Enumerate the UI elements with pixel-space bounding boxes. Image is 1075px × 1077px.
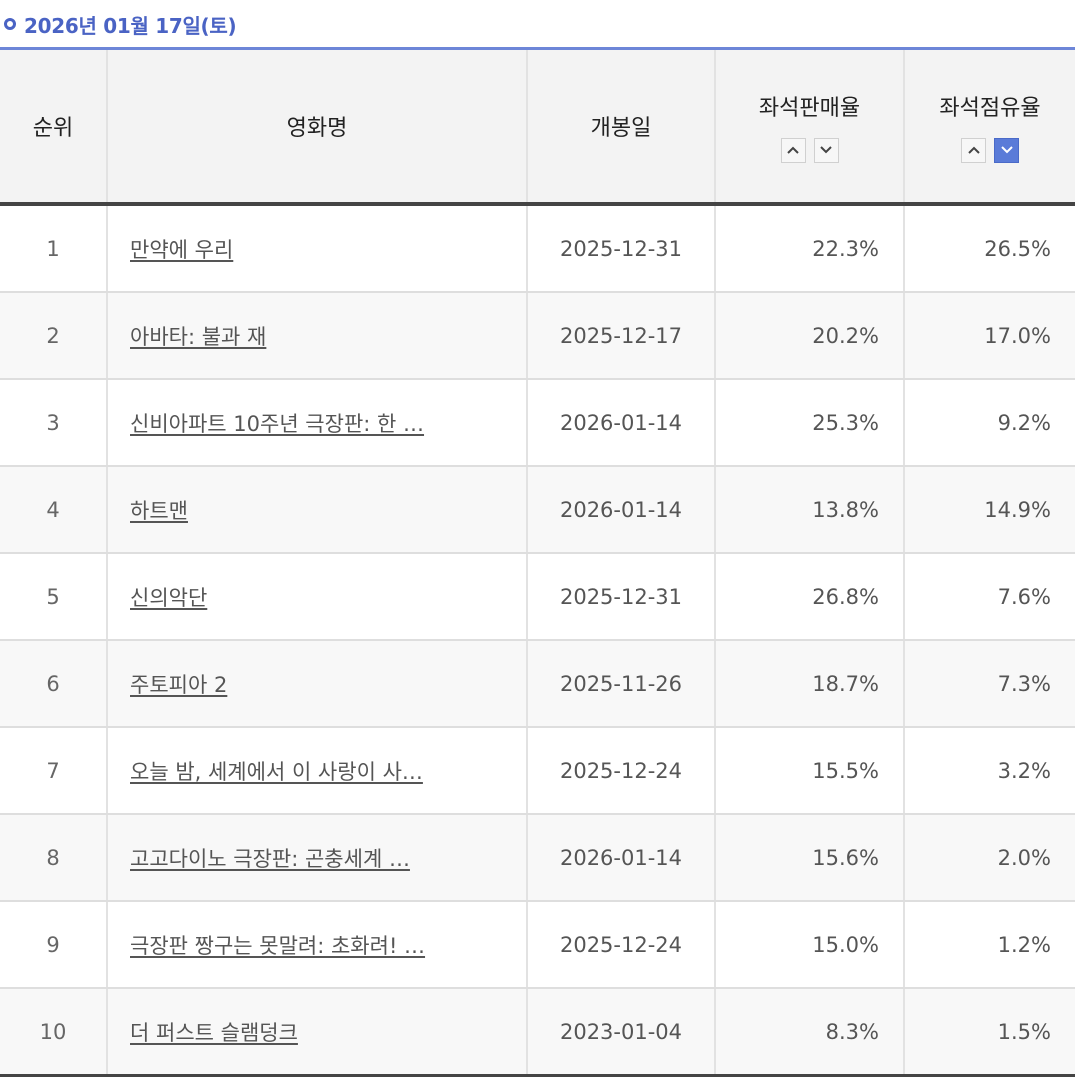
movie-title-link[interactable]: 신의악단 [130, 585, 208, 610]
table-row: 8 고고다이노 극장판: 곤충세계 … 2026-01-14 15.6% 2.0… [0, 814, 1075, 902]
seat-sales-cell: 25.3% [715, 379, 905, 467]
seat-sales-cell: 15.0% [715, 901, 905, 989]
open-date-cell: 2026-01-14 [527, 466, 716, 554]
table-row: 5 신의악단 2025-12-31 26.8% 7.6% [0, 553, 1075, 641]
movie-title-link[interactable]: 만약에 우리 [130, 237, 234, 262]
column-header-seat-sales: 좌석판매율 [715, 50, 905, 206]
seat-share-sort-asc-button[interactable] [961, 137, 986, 163]
rank-cell: 5 [0, 553, 108, 641]
open-date-cell: 2025-12-17 [527, 292, 716, 380]
movie-title-link[interactable]: 하트맨 [130, 498, 188, 523]
table-top-line [0, 47, 1075, 50]
open-date-cell: 2026-01-14 [527, 379, 716, 467]
movie-title-link[interactable]: 오늘 밤, 세계에서 이 사랑이 사… [130, 759, 423, 784]
seat-sales-cell: 20.2% [715, 292, 905, 380]
title-cell: 주토피아 2 [107, 640, 528, 728]
rank-cell: 7 [0, 727, 108, 815]
seat-share-cell: 7.6% [904, 553, 1075, 641]
date-title: 2026년 01월 17일(토) [24, 13, 237, 38]
seat-sales-sort-controls [716, 137, 903, 163]
title-cell: 하트맨 [107, 466, 528, 554]
rank-cell: 6 [0, 640, 108, 728]
table-row: 6 주토피아 2 2025-11-26 18.7% 7.3% [0, 640, 1075, 728]
box-office-table-wrap: 순위 영화명 개봉일 좌석판매율 [0, 47, 1075, 1077]
seat-share-cell: 3.2% [904, 727, 1075, 815]
chevron-up-icon [787, 146, 799, 154]
title-cell: 만약에 우리 [107, 204, 528, 293]
open-date-cell: 2026-01-14 [527, 814, 716, 902]
box-office-table: 순위 영화명 개봉일 좌석판매율 [0, 50, 1075, 1077]
table-row: 10 더 퍼스트 슬램덩크 2023-01-04 8.3% 1.5% [0, 988, 1075, 1077]
seat-sales-cell: 26.8% [715, 553, 905, 641]
chevron-up-icon [967, 146, 980, 154]
rank-cell: 2 [0, 292, 108, 380]
seat-share-cell: 1.5% [904, 988, 1075, 1077]
rank-cell: 9 [0, 901, 108, 989]
title-cell: 아바타: 불과 재 [107, 292, 528, 380]
rank-cell: 1 [0, 204, 108, 293]
rank-cell: 10 [0, 988, 108, 1077]
table-row: 9 극장판 짱구는 못말려: 초화려! … 2025-12-24 15.0% 1… [0, 901, 1075, 989]
circle-bullet-icon [4, 18, 16, 30]
seat-sales-cell: 22.3% [715, 204, 905, 293]
table-row: 1 만약에 우리 2025-12-31 22.3% 26.5% [0, 204, 1075, 293]
chevron-down-icon [820, 146, 832, 154]
rank-cell: 4 [0, 466, 108, 554]
table-row: 2 아바타: 불과 재 2025-12-17 20.2% 17.0% [0, 292, 1075, 380]
movie-title-link[interactable]: 주토피아 2 [130, 672, 228, 697]
seat-share-cell: 14.9% [904, 466, 1075, 554]
open-date-cell: 2025-12-31 [527, 553, 716, 641]
seat-sales-sort-desc-button[interactable] [813, 137, 839, 163]
seat-share-cell: 2.0% [904, 814, 1075, 902]
seat-sales-cell: 13.8% [715, 466, 905, 554]
table-row: 3 신비아파트 10주년 극장판: 한 … 2026-01-14 25.3% 9… [0, 379, 1075, 467]
column-header-rank: 순위 [0, 50, 108, 206]
column-header-open-date: 개봉일 [527, 50, 716, 206]
seat-share-cell: 7.3% [904, 640, 1075, 728]
open-date-cell: 2025-12-24 [527, 727, 716, 815]
table-row: 4 하트맨 2026-01-14 13.8% 14.9% [0, 466, 1075, 554]
seat-share-cell: 1.2% [904, 901, 1075, 989]
seat-share-cell: 9.2% [904, 379, 1075, 467]
rank-cell: 3 [0, 379, 108, 467]
column-header-seat-share: 좌석점유율 [904, 50, 1075, 206]
table-row: 7 오늘 밤, 세계에서 이 사랑이 사… 2025-12-24 15.5% 3… [0, 727, 1075, 815]
seat-sales-cell: 18.7% [715, 640, 905, 728]
seat-sales-cell: 15.5% [715, 727, 905, 815]
rank-cell: 8 [0, 814, 108, 902]
movie-title-link[interactable]: 더 퍼스트 슬램덩크 [130, 1020, 298, 1045]
seat-share-cell: 17.0% [904, 292, 1075, 380]
title-cell: 극장판 짱구는 못말려: 초화려! … [107, 901, 528, 989]
seat-share-sort-controls [905, 137, 1075, 163]
movie-title-link[interactable]: 고고다이노 극장판: 곤충세계 … [130, 846, 410, 871]
seat-sales-cell: 15.6% [715, 814, 905, 902]
open-date-cell: 2025-11-26 [527, 640, 716, 728]
title-cell: 오늘 밤, 세계에서 이 사랑이 사… [107, 727, 528, 815]
title-cell: 신비아파트 10주년 극장판: 한 … [107, 379, 528, 467]
movie-title-link[interactable]: 아바타: 불과 재 [130, 324, 267, 349]
seat-sales-cell: 8.3% [715, 988, 905, 1077]
seat-share-sort-desc-button[interactable] [994, 137, 1019, 163]
date-header: 2026년 01월 17일(토) [4, 8, 237, 40]
open-date-cell: 2025-12-24 [527, 901, 716, 989]
table-body: 1 만약에 우리 2025-12-31 22.3% 26.5% 2 아바타: 불… [0, 204, 1075, 1077]
seat-sales-sort-asc-button[interactable] [780, 137, 806, 163]
column-header-title: 영화명 [107, 50, 528, 206]
movie-title-link[interactable]: 신비아파트 10주년 극장판: 한 … [130, 411, 425, 436]
movie-title-link[interactable]: 극장판 짱구는 못말려: 초화려! … [130, 933, 426, 958]
title-cell: 신의악단 [107, 553, 528, 641]
seat-share-cell: 26.5% [904, 204, 1075, 293]
table-header: 순위 영화명 개봉일 좌석판매율 [0, 50, 1075, 206]
open-date-cell: 2023-01-04 [527, 988, 716, 1077]
title-cell: 더 퍼스트 슬램덩크 [107, 988, 528, 1077]
chevron-down-icon [1000, 146, 1013, 154]
open-date-cell: 2025-12-31 [527, 204, 716, 293]
title-cell: 고고다이노 극장판: 곤충세계 … [107, 814, 528, 902]
